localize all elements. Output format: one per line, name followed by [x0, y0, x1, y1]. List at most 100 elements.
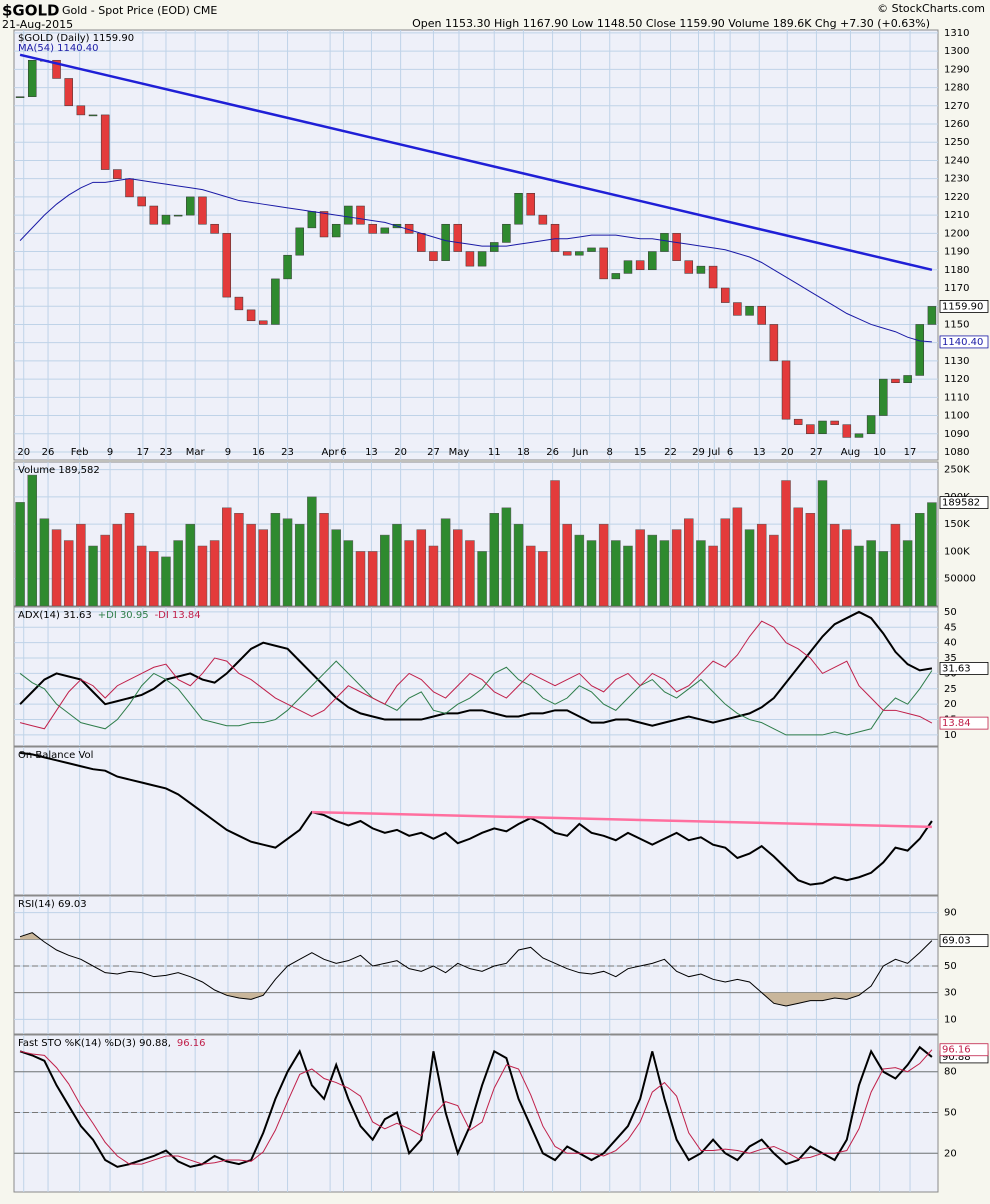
value-tag — [939, 335, 989, 349]
value-tag-label: 69.03 — [942, 936, 971, 947]
candle — [708, 265, 718, 289]
volume-bar — [428, 545, 439, 606]
candle — [866, 415, 876, 435]
y-tick-label: 1290 — [944, 64, 969, 75]
y-tick-label: 50 — [944, 607, 957, 618]
y-tick-label: 1230 — [944, 174, 969, 185]
candle — [380, 227, 390, 234]
y-tick-label: 1300 — [944, 46, 969, 57]
y-tick-label: 40 — [944, 638, 957, 649]
chart-date: 21-Aug-2015 — [2, 18, 73, 31]
x-tick-label: Apr — [321, 447, 339, 458]
y-tick-label: 80 — [944, 1067, 957, 1078]
trend-line — [311, 810, 932, 829]
y-tick-label: 10 — [944, 1014, 957, 1025]
quote: Open 1153.30 High 1167.90 Low 1148.50 Cl… — [412, 17, 930, 30]
plot-area — [14, 30, 938, 460]
x-tick-label: 10 — [873, 447, 886, 458]
candle — [283, 254, 292, 280]
candle — [927, 306, 937, 325]
candle — [562, 251, 572, 256]
y-tick-label: 10 — [944, 730, 957, 741]
volume-bar — [343, 540, 354, 606]
candle — [648, 251, 657, 271]
volume-bar — [76, 523, 86, 606]
x-tick-label: 17 — [904, 447, 917, 458]
candle — [477, 251, 487, 267]
value-tag-label: 1140.40 — [942, 337, 983, 348]
plot-area — [19, 747, 933, 895]
volume-bar — [112, 523, 123, 606]
y-tick-label: 1210 — [944, 210, 969, 221]
volume-bar — [282, 518, 293, 606]
candle — [258, 320, 268, 325]
x-tick-label: 23 — [160, 447, 173, 458]
candle — [271, 278, 280, 325]
candle — [64, 78, 73, 107]
y-tick-label: 150K — [944, 519, 970, 530]
x-tick-label: 13 — [753, 447, 766, 458]
y-tick-label: 1130 — [944, 356, 969, 367]
series-line — [19, 178, 932, 343]
x-tick-label: 20 — [781, 447, 794, 458]
volume-bar — [720, 518, 730, 606]
volume-bar — [27, 474, 37, 606]
credit: © StockCharts.com — [877, 2, 985, 15]
candle — [149, 205, 159, 225]
value-tag-label: 1159.90 — [942, 301, 983, 312]
legend-entry: RSI(14) 69.03 — [18, 899, 87, 910]
panel — [13, 1034, 939, 1193]
volume-bar — [307, 496, 317, 606]
volume-bar — [769, 534, 779, 606]
candle — [915, 324, 925, 376]
volume-bar — [598, 523, 609, 606]
y-tick-label: 1280 — [944, 83, 969, 94]
x-tick-label: 16 — [252, 447, 265, 458]
candle — [793, 418, 803, 425]
band-fill — [20, 992, 932, 1006]
volume-bar — [88, 545, 98, 606]
volume-bar — [781, 480, 791, 606]
candle — [806, 424, 815, 435]
volume-bar — [380, 534, 390, 606]
candle — [842, 424, 852, 438]
volume-bar — [513, 523, 524, 606]
y-tick-label: 35 — [944, 653, 957, 664]
x-tick-label: 8 — [607, 447, 613, 458]
volume-bar — [501, 507, 512, 606]
volume-bar — [525, 545, 536, 606]
y-tick-label: 1310 — [944, 28, 969, 39]
y-tick-label: 1090 — [944, 429, 969, 440]
y-tick-label: 1110 — [944, 392, 969, 403]
candle — [575, 251, 584, 256]
value-tag — [939, 1043, 989, 1057]
candle — [417, 233, 426, 252]
value-tag-label: 13.84 — [942, 718, 971, 729]
candle — [344, 205, 353, 225]
legend-entry: $GOLD (Daily) 1159.90 — [18, 33, 134, 44]
candle — [733, 302, 742, 316]
y-tick-label: 20 — [944, 1148, 957, 1159]
volume-bar — [793, 507, 803, 606]
y-tick-label: 250K — [944, 465, 970, 476]
candle — [222, 233, 232, 298]
value-tag-label: 189582 — [942, 498, 980, 509]
volume-bar — [696, 540, 706, 606]
candle — [246, 309, 256, 322]
x-tick-label: 9 — [225, 447, 231, 458]
volume-bar — [294, 523, 305, 606]
volume-bar — [124, 513, 135, 606]
x-tick-label: Jul — [707, 447, 720, 458]
candle — [307, 211, 317, 229]
candle — [100, 114, 110, 170]
volume-bar — [890, 523, 901, 606]
x-tick-label: Jun — [572, 447, 589, 458]
y-tick-label: 1180 — [944, 265, 969, 276]
plot-area — [14, 462, 938, 606]
volume-bar — [805, 513, 816, 606]
candle — [368, 223, 377, 234]
plot-area — [14, 1035, 938, 1192]
volume-bar — [477, 551, 487, 606]
volume-bar — [63, 540, 74, 606]
